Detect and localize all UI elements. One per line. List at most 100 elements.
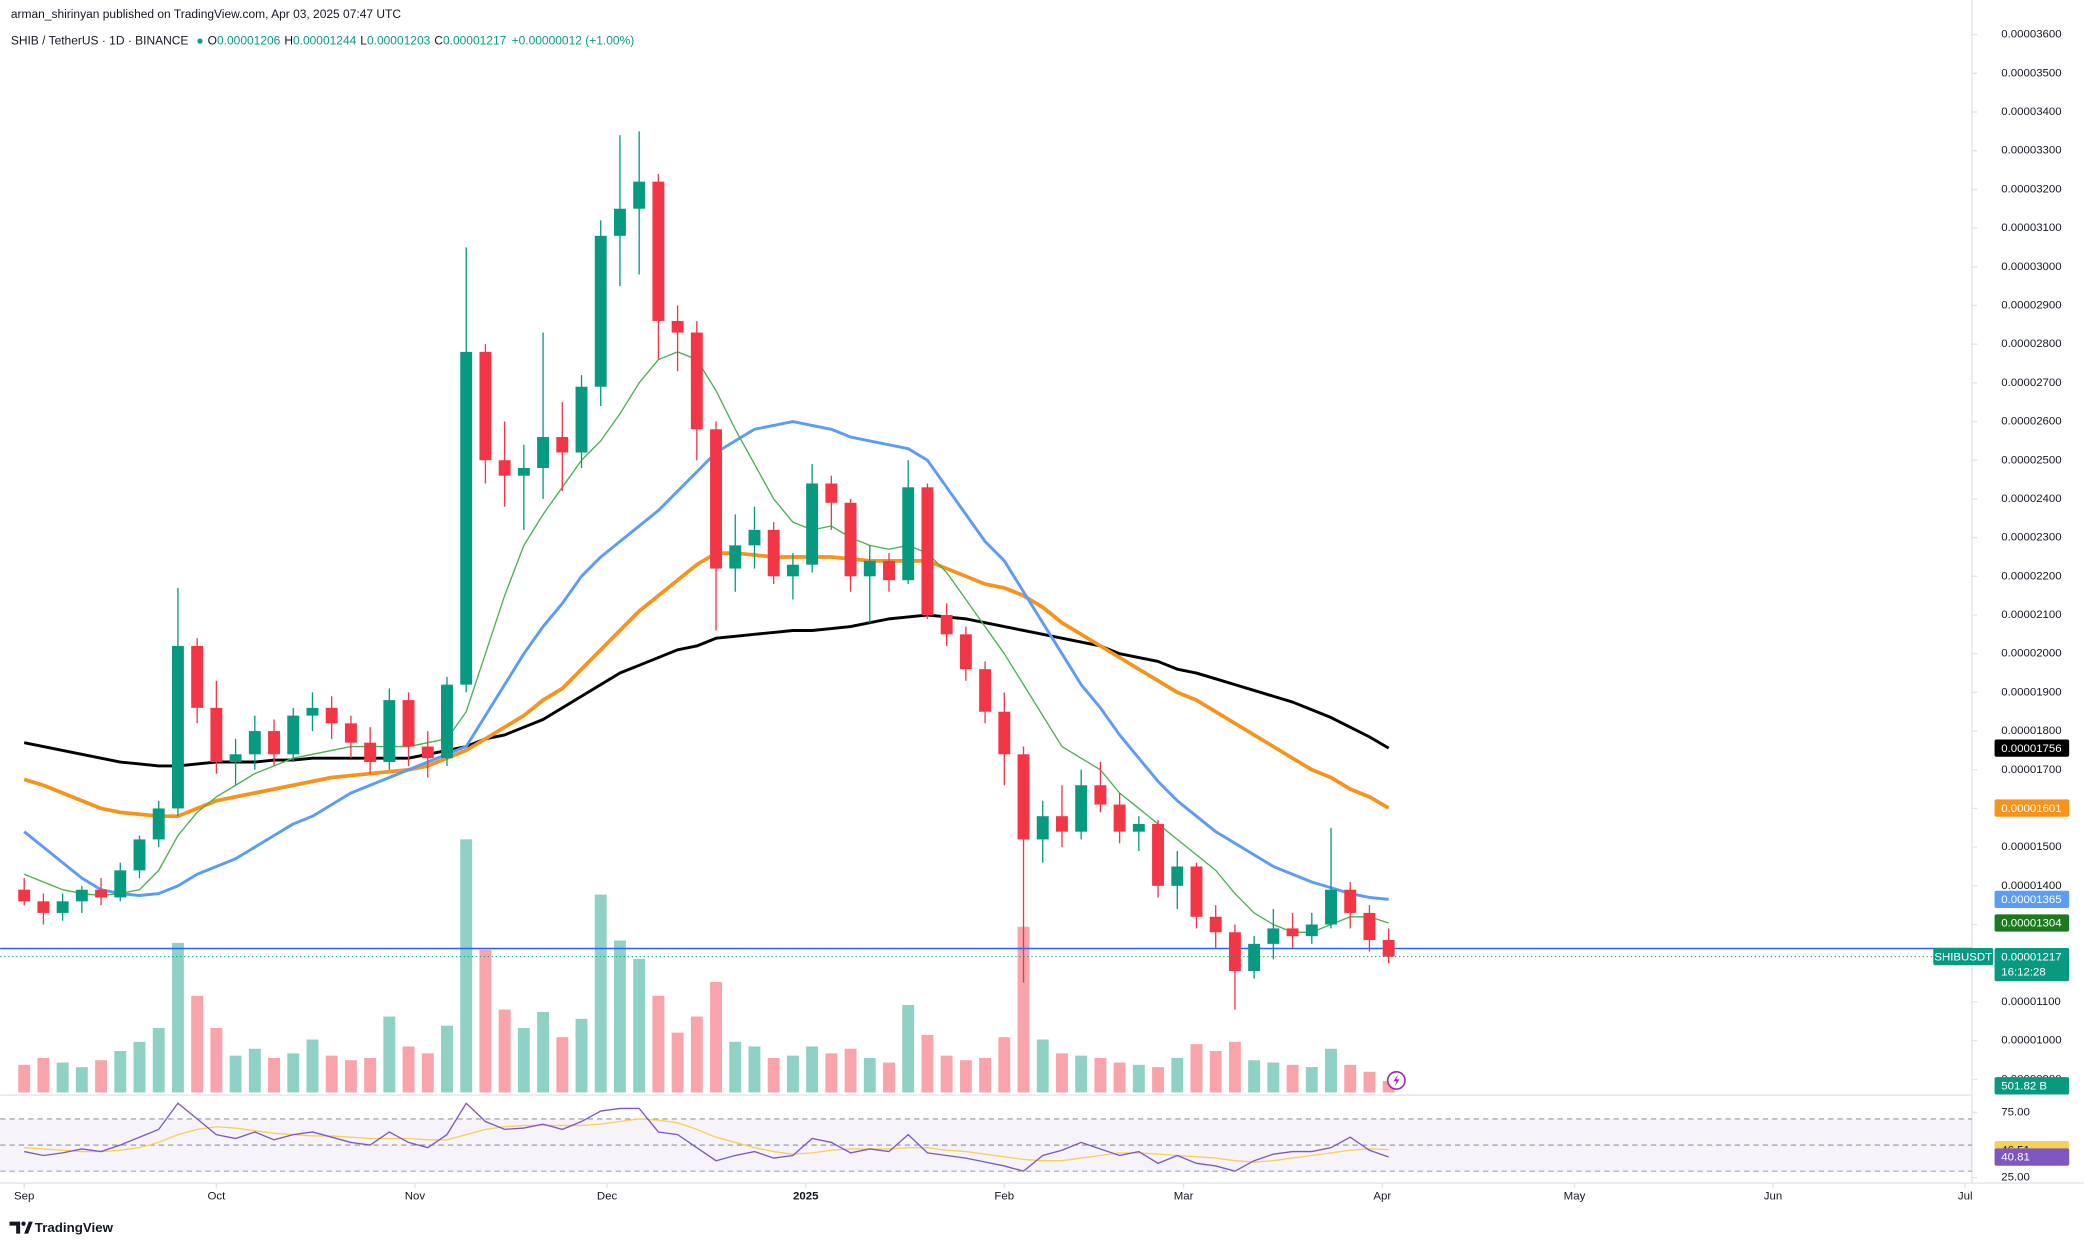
y-tick-label: 0.00002900 [2001,300,2061,312]
candle-body [1267,928,1280,944]
volume-bar [18,1064,31,1093]
volume-bar [287,1053,300,1093]
volume-bar [1267,1062,1280,1093]
candle-body [210,707,223,763]
candle-body [825,483,838,503]
candle-body [517,467,530,476]
y-tick-label: 0.00003200 [2001,183,2061,195]
volume-bar [1036,1039,1049,1093]
volume-bar [1382,1080,1395,1093]
candle-body [287,715,300,755]
candle-body [575,386,588,453]
volume-bar [1363,1071,1376,1093]
candle-body [1036,816,1049,840]
volume-bar [517,1028,530,1093]
candle-body [1228,932,1241,971]
countdown: 16:12:28 [2001,967,2046,979]
volume-bar [1344,1064,1357,1093]
alert-bolt[interactable] [1393,1074,1400,1087]
volume-bar [748,1046,761,1093]
candle-body [152,808,165,840]
symbol: SHIB / TetherUS · 1D · BINANCE [11,33,189,47]
volume-bar [210,1028,223,1093]
volume-bar [364,1057,377,1093]
candle-body [613,208,626,236]
candle-body [37,901,50,913]
volume-bar [56,1062,69,1093]
candle-body [1286,928,1299,937]
y-tick-label: 0.00001000 [2001,1035,2061,1047]
x-tick-label: Feb [994,1190,1014,1202]
candle-body [479,351,492,461]
ohlc-key: O [208,33,217,47]
candle-body [344,723,357,743]
y-tick-label: 0.00003100 [2001,222,2061,234]
candle-body [883,560,895,581]
ma-badge-bg [1994,890,2070,909]
candle-body [633,181,646,209]
y-tick-label: 0.00001900 [2001,686,2061,698]
candle-body [18,889,31,902]
volume-bar [1305,1067,1318,1093]
volume-bar [1113,1062,1126,1093]
volume-bar [383,1016,396,1093]
candle-body [710,429,722,569]
volume-bar [883,1062,895,1093]
volume-bar [1017,926,1030,1093]
alert-icon[interactable] [1386,1071,1406,1090]
volume-bar [671,1032,684,1093]
candle-body [1344,889,1357,913]
volume-bar [767,1057,780,1093]
volume-bar [460,839,473,1093]
volume-bar [786,1055,799,1093]
candle-body [248,731,261,755]
volume-bar [229,1055,242,1093]
volume-bar [1171,1057,1184,1093]
volume-bar [344,1060,357,1093]
volume-bar [998,1037,1011,1093]
candle-body [133,839,146,871]
y-tick-label: 0.00003000 [2001,261,2061,273]
moving-average-line [23,420,1389,901]
volume-bar [498,1009,511,1093]
volume-layer [18,839,1395,1093]
candle-body [1305,924,1318,937]
x-tick-label: Oct [207,1190,226,1202]
volume-bar [75,1067,88,1093]
y-tick-label: 0.00003600 [2001,29,2061,41]
axis-layer: 0.00003600 0.00003500 0.00003400 0.00003300… [14,29,2070,1202]
candle-body [921,487,934,616]
volume-bar [152,1028,165,1093]
candle-body [690,332,703,430]
volume-bar [1286,1064,1299,1093]
volume-bar [825,1053,838,1093]
candle-body [229,754,242,763]
ma-badge: 0.00001304 [2001,918,2062,930]
moving-average-line [23,551,1390,819]
volume-bar [441,1025,453,1093]
ma-badge-bg [1994,914,2070,932]
y-tick-label: 0.00002600 [2001,416,2061,428]
volume-bar [1248,1060,1261,1093]
rsi-line [24,1102,1389,1172]
candle-body [1171,866,1184,886]
logo-dot [21,1221,26,1226]
volume-bar [114,1051,127,1093]
y-tick-label: 0.00002700 [2001,377,2061,389]
volume-bar [248,1048,261,1093]
ohlc-value: 0.00001244 [293,33,357,47]
candle-body [498,460,511,476]
volume-bar [844,1048,857,1093]
candle-body [402,700,415,747]
x-tick-label: Apr [1373,1190,1391,1202]
ma-badge: 0.00001601 [2001,803,2061,815]
candle-body [1325,889,1337,925]
candle-body [1382,940,1395,957]
candle-body [1248,943,1261,971]
volume-bar [959,1060,972,1093]
volume-bar [710,981,722,1093]
volume-bar [1228,1041,1241,1093]
x-tick-label: Jun [1764,1190,1782,1202]
footer-brand: TradingView [35,1220,114,1235]
